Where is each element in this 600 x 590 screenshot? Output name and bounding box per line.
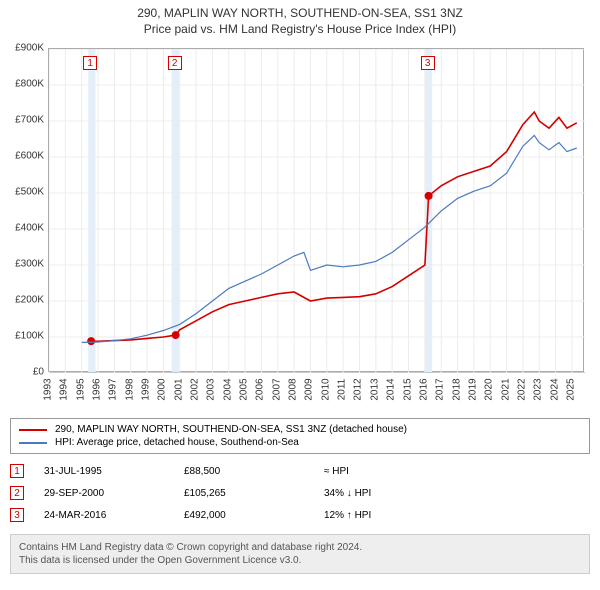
sale-date: 31-JUL-1995: [44, 466, 184, 477]
sale-marker-box: 1: [10, 464, 24, 478]
x-axis-label: 2016: [418, 378, 429, 402]
chart-header: 290, MAPLIN WAY NORTH, SOUTHEND-ON-SEA, …: [0, 0, 600, 38]
y-axis-label: £900K: [15, 43, 44, 54]
chart-title-line2: Price paid vs. HM Land Registry's House …: [0, 22, 600, 36]
x-axis-label: 2013: [369, 378, 380, 402]
footer-line1: Contains HM Land Registry data © Crown c…: [19, 541, 581, 554]
legend-item: 290, MAPLIN WAY NORTH, SOUTHEND-ON-SEA, …: [19, 423, 581, 436]
chart-sale-marker: 3: [421, 56, 435, 70]
legend-swatch: [19, 429, 47, 431]
x-axis-label: 1994: [59, 378, 70, 402]
chart-sale-marker: 2: [168, 56, 182, 70]
x-axis-label: 1999: [141, 378, 152, 402]
x-axis-label: 2001: [173, 378, 184, 402]
x-axis-label: 2010: [320, 378, 331, 402]
legend-label: 290, MAPLIN WAY NORTH, SOUTHEND-ON-SEA, …: [55, 424, 407, 435]
sale-price: £88,500: [184, 466, 324, 477]
x-axis-label: 2009: [304, 378, 315, 402]
x-axis-label: 2003: [206, 378, 217, 402]
chart-title-line1: 290, MAPLIN WAY NORTH, SOUTHEND-ON-SEA, …: [0, 6, 600, 20]
plot-area: [48, 48, 584, 372]
chart-sale-marker: 1: [83, 56, 97, 70]
attribution-footer: Contains HM Land Registry data © Crown c…: [10, 534, 590, 574]
x-axis-label: 2006: [255, 378, 266, 402]
sale-date: 29-SEP-2000: [44, 488, 184, 499]
sale-hpi-delta: 34% ↓ HPI: [324, 488, 464, 499]
legend-label: HPI: Average price, detached house, Sout…: [55, 437, 299, 448]
chart-area: £0 £100K £200K £300K £400K £500K £600K £700K £80…: [10, 42, 590, 412]
y-axis-label: £500K: [15, 187, 44, 198]
x-axis-label: 1996: [92, 378, 103, 402]
y-axis-label: £100K: [15, 331, 44, 342]
x-axis-label: 2005: [239, 378, 250, 402]
y-axis-label: £400K: [15, 223, 44, 234]
sale-row: 3 24-MAR-2016 £492,000 12% ↑ HPI: [10, 504, 590, 526]
x-axis-label: 2018: [451, 378, 462, 402]
sale-row: 2 29-SEP-2000 £105,265 34% ↓ HPI: [10, 482, 590, 504]
x-axis-label: 2021: [500, 378, 511, 402]
plot-svg: [49, 49, 585, 373]
footer-line2: This data is licensed under the Open Gov…: [19, 554, 581, 567]
sale-price: £492,000: [184, 510, 324, 521]
legend-swatch: [19, 442, 47, 444]
x-axis-label: 1998: [124, 378, 135, 402]
x-axis-label: 1993: [43, 378, 54, 402]
y-axis-label: £700K: [15, 115, 44, 126]
x-axis-label: 2024: [549, 378, 560, 402]
x-axis-label: 2019: [467, 378, 478, 402]
x-axis-label: 2002: [190, 378, 201, 402]
y-axis-label: £200K: [15, 295, 44, 306]
sale-price: £105,265: [184, 488, 324, 499]
sales-table: 1 31-JUL-1995 £88,500 ≈ HPI 2 29-SEP-200…: [10, 460, 590, 526]
x-axis-label: 1995: [75, 378, 86, 402]
x-axis-label: 2014: [386, 378, 397, 402]
x-axis-label: 2023: [533, 378, 544, 402]
y-axis-label: £300K: [15, 259, 44, 270]
x-axis-label: 2007: [271, 378, 282, 402]
x-axis-label: 2008: [288, 378, 299, 402]
x-axis-label: 2004: [222, 378, 233, 402]
x-axis-label: 2015: [402, 378, 413, 402]
x-axis-label: 2022: [516, 378, 527, 402]
x-axis-label: 2011: [337, 378, 348, 402]
sale-row: 1 31-JUL-1995 £88,500 ≈ HPI: [10, 460, 590, 482]
y-axis-label: £600K: [15, 151, 44, 162]
sale-marker-box: 2: [10, 486, 24, 500]
x-axis-label: 2000: [157, 378, 168, 402]
x-axis-label: 2025: [565, 378, 576, 402]
legend-box: 290, MAPLIN WAY NORTH, SOUTHEND-ON-SEA, …: [10, 418, 590, 454]
x-axis-label: 1997: [108, 378, 119, 402]
legend-item: HPI: Average price, detached house, Sout…: [19, 436, 581, 449]
sale-hpi-delta: ≈ HPI: [324, 466, 464, 477]
x-axis-label: 2017: [435, 378, 446, 402]
page-root: 290, MAPLIN WAY NORTH, SOUTHEND-ON-SEA, …: [0, 0, 600, 574]
y-axis-label: £0: [33, 367, 44, 378]
sale-date: 24-MAR-2016: [44, 510, 184, 521]
sale-hpi-delta: 12% ↑ HPI: [324, 510, 464, 521]
x-axis-label: 2012: [353, 378, 364, 402]
y-axis-label: £800K: [15, 79, 44, 90]
sale-marker-box: 3: [10, 508, 24, 522]
x-axis-label: 2020: [484, 378, 495, 402]
